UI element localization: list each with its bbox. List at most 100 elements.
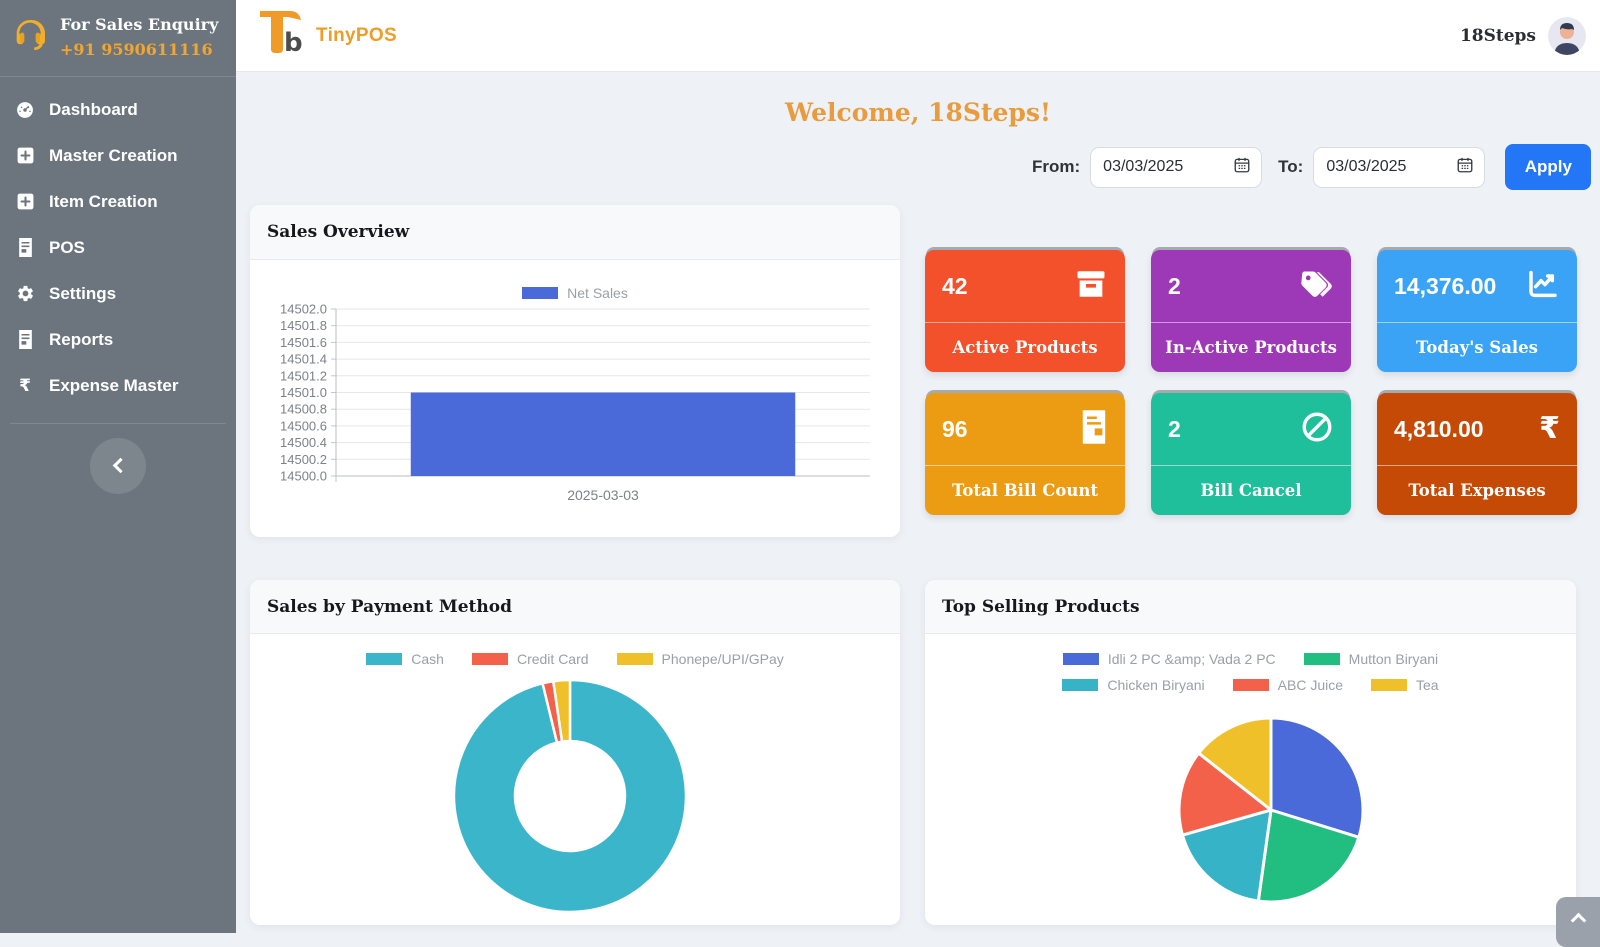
legend-swatch [1371,679,1408,691]
svg-text:14500.8: 14500.8 [280,402,327,417]
sidebar-item-expense-master[interactable]: ₹ Expense Master [0,363,236,409]
square-plus-icon [15,192,35,211]
legend-swatch [1062,679,1099,691]
stat-label: Total Bill Count [952,480,1098,500]
ban-icon [1300,410,1334,449]
square-plus-icon [15,146,35,165]
sidebar-item-label: Dashboard [49,99,138,119]
legend-swatch [616,653,653,665]
stat-card-inactive-products[interactable]: 2 In-Active Products [1151,250,1351,372]
payment-method-donut-chart[interactable] [266,674,884,918]
date-filter: From: To: Apply [1032,144,1592,190]
stat-value: 2 [1168,272,1181,299]
user-menu[interactable]: 18Steps [1459,25,1536,46]
svg-text:14501.0: 14501.0 [280,385,327,400]
legend-swatch [522,287,559,299]
sales-overview-legend: Net Sales [266,282,884,304]
legend-label: Phonepe/UPI/GPay [661,651,784,667]
stat-value: 42 [942,272,968,299]
svg-text:14501.6: 14501.6 [280,335,327,350]
legend-label: Credit Card [516,651,589,667]
apply-button[interactable]: Apply [1505,144,1592,190]
top-products-pie-chart[interactable] [941,698,1559,910]
headset-icon [10,15,50,60]
to-date-field[interactable] [1313,146,1486,188]
stat-card-total-bill-count[interactable]: 96 Total Bill Count [925,393,1125,515]
stat-label: In-Active Products [1165,337,1337,357]
card-title: Top Selling Products [942,596,1140,617]
stat-label: Today's Sales [1416,337,1538,357]
sidebar-item-pos[interactable]: POS [0,225,236,271]
legend-swatch [1062,653,1099,665]
payment-method-legend: Cash Credit Card Phonepe/UPI/GPay [266,648,884,670]
calendar-icon[interactable] [1233,156,1251,179]
legend-item[interactable]: Credit Card [471,648,589,670]
sidebar-item-settings[interactable]: Settings [0,271,236,317]
stat-card-todays-sales[interactable]: 14,376.00 Today's Sales [1377,250,1577,372]
card-title: Sales Overview [267,222,410,242]
to-date-input[interactable] [1326,158,1435,176]
top-products-card: Top Selling Products Idli 2 PC &amp; Vad… [925,580,1576,925]
stat-value: 96 [942,415,968,442]
tinypos-logo-icon: b [250,5,308,66]
legend-item[interactable]: Cash [366,648,444,670]
enquiry-phone: +91 9590611116 [60,39,213,59]
page-title: Welcome, 18Steps! [785,98,1051,127]
stat-card-active-products[interactable]: 42 Active Products [925,250,1125,372]
sales-overview-header: Sales Overview [250,205,900,260]
from-date-input[interactable] [1103,158,1212,176]
stat-card-total-expenses[interactable]: 4,810.00 ₹ Total Expenses [1377,393,1577,515]
svg-text:14500.4: 14500.4 [280,435,327,450]
to-label: To: [1278,157,1304,176]
legend-label: Cash [411,651,444,667]
legend-label: Mutton Biryani [1348,651,1439,667]
stat-card-bill-cancel[interactable]: 2 Bill Cancel [1151,393,1351,515]
tags-icon [1298,267,1334,306]
stat-label: Total Expenses [1408,480,1546,500]
scroll-to-top-button[interactable] [1556,897,1600,947]
legend-item[interactable]: Idli 2 PC &amp; Vada 2 PC [1062,648,1276,670]
from-date-field[interactable] [1090,146,1263,188]
sidebar-item-label: Master Creation [49,145,178,165]
sidebar-item-label: Expense Master [49,375,179,395]
sidebar-item-dashboard[interactable]: Dashboard [0,87,236,133]
legend-label: Chicken Biryani [1107,677,1205,693]
svg-text:b: b [284,28,303,58]
stat-value: 2 [1168,415,1181,442]
legend-item[interactable]: Mutton Biryani [1303,648,1439,670]
sales-overview-card: Sales Overview Net Sales 14502.0 14501.8 1… [250,205,900,537]
legend-item[interactable]: Phonepe/UPI/GPay [616,648,784,670]
legend-label: Net Sales [567,285,628,301]
rupee-icon: ₹ [19,375,31,396]
legend-item[interactable]: ABC Juice [1232,674,1344,696]
legend-label: ABC Juice [1277,677,1344,693]
legend-item[interactable]: Tea [1371,674,1439,696]
chevron-up-icon [1570,912,1587,929]
sidebar-item-reports[interactable]: Reports [0,317,236,363]
payment-method-header: Sales by Payment Method [250,580,900,634]
sidebar-collapse-button[interactable] [90,437,146,494]
legend-label: Tea [1416,677,1439,693]
legend-swatch [366,653,403,665]
sidebar: For Sales Enquiry +91 9590611116 Dashboa… [0,0,236,933]
legend-label: Idli 2 PC &amp; Vada 2 PC [1107,651,1276,667]
sidebar-item-master-creation[interactable]: Master Creation [0,133,236,179]
sidebar-item-item-creation[interactable]: Item Creation [0,179,236,225]
svg-text:14500.0: 14500.0 [280,469,327,484]
sidebar-item-label: Reports [49,329,114,349]
sidebar-nav: Dashboard Master Creation Item Creation … [0,77,236,409]
tachometer-icon [15,100,35,120]
svg-text:2025-03-03: 2025-03-03 [567,487,639,503]
svg-text:14502.0: 14502.0 [280,304,327,317]
legend-item[interactable]: Net Sales [522,282,628,304]
avatar[interactable] [1548,16,1586,55]
legend-item[interactable]: Chicken Biryani [1062,674,1205,696]
brand-logo[interactable]: b TinyPOS [236,5,397,66]
sidebar-item-label: Item Creation [49,191,158,211]
stat-value: 4,810.00 [1394,415,1484,442]
legend-swatch [1303,653,1340,665]
calendar-icon[interactable] [1456,156,1474,179]
file-invoice-icon [1080,409,1108,449]
payment-method-card: Sales by Payment Method Cash Credit Card P… [250,580,900,925]
